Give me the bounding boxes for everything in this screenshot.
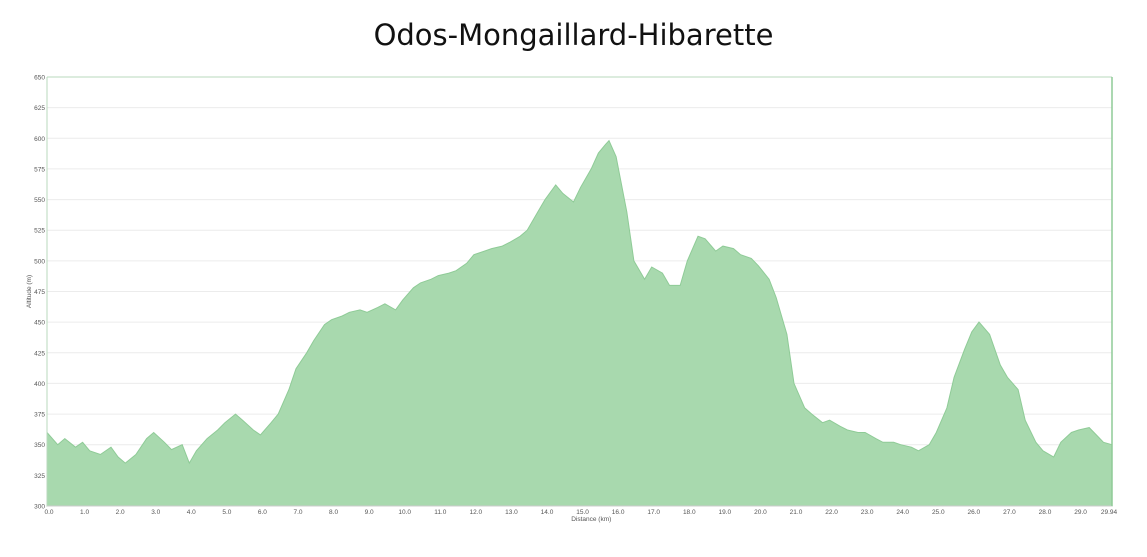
x-tick-label: 3.0 [151,509,160,516]
x-tick-label: 14.0 [541,509,554,516]
y-tick-label: 425 [34,350,45,357]
x-tick-label: 16.0 [612,509,625,516]
x-tick-label: 5.0 [222,509,231,516]
x-tick-label: 4.0 [187,509,196,516]
y-tick-label: 450 [34,320,45,327]
x-tick-label: 22.0 [825,509,838,516]
y-axis-ticks: 300 325 350 375 400 425 450 475 500 525 550 575 600 6… [34,75,45,511]
y-tick-label: 325 [34,473,45,480]
x-tick-label: 21.0 [790,509,803,516]
x-tick-label: 8.0 [329,509,338,516]
x-tick-label: 18.0 [683,509,696,516]
x-tick-label: 28.0 [1039,509,1052,516]
x-tick-label: 0.0 [44,509,53,516]
x-tick-label: 25.0 [932,509,945,516]
x-tick-label: 6.0 [258,509,267,516]
x-tick-label: 12.0 [470,509,483,516]
y-tick-label: 600 [34,136,45,143]
y-tick-label: 475 [34,289,45,296]
x-tick-label: 17.0 [647,509,660,516]
x-axis-ticks: 0.0 1.0 2.0 3.0 4.0 5.0 6.0 7.0 8.0 9.0 10.0 11.0 12… [44,509,1117,516]
chart-title: Odos-Mongaillard-Hibarette [373,18,774,52]
x-tick-label: 13.0 [505,509,518,516]
axes [46,76,1113,507]
x-tick-label: 19.0 [719,509,732,516]
x-tick-label: 7.0 [293,509,302,516]
x-tick-label: 1.0 [80,509,89,516]
elevation-series-area [46,139,1113,507]
y-tick-label: 500 [34,258,45,265]
x-tick-label: 27.0 [1003,509,1016,516]
y-tick-label: 525 [34,228,45,235]
y-axis-label: Altitude (m) [26,275,33,308]
x-tick-label: 29.94 [1101,509,1118,516]
x-tick-label: 26.0 [968,509,981,516]
y-tick-label: 550 [34,197,45,204]
y-tick-label: 350 [34,442,45,449]
x-axis-label: Distance (km) [571,516,611,523]
x-tick-label: 9.0 [365,509,374,516]
y-tick-label: 650 [34,75,45,82]
x-tick-label: 10.0 [398,509,411,516]
x-tick-label: 11.0 [434,509,447,516]
y-tick-label: 400 [34,381,45,388]
y-tick-label: 625 [34,105,45,112]
y-tick-label: 300 [34,504,45,511]
elevation-area [46,139,1113,507]
x-tick-label: 24.0 [896,509,909,516]
y-tick-label: 375 [34,412,45,419]
y-tick-label: 575 [34,166,45,173]
x-tick-label: 29.0 [1074,509,1087,516]
x-tick-label: 15.0 [576,509,589,516]
x-tick-label: 20.0 [754,509,767,516]
x-tick-label: 2.0 [116,509,125,516]
x-tick-label: 23.0 [861,509,874,516]
